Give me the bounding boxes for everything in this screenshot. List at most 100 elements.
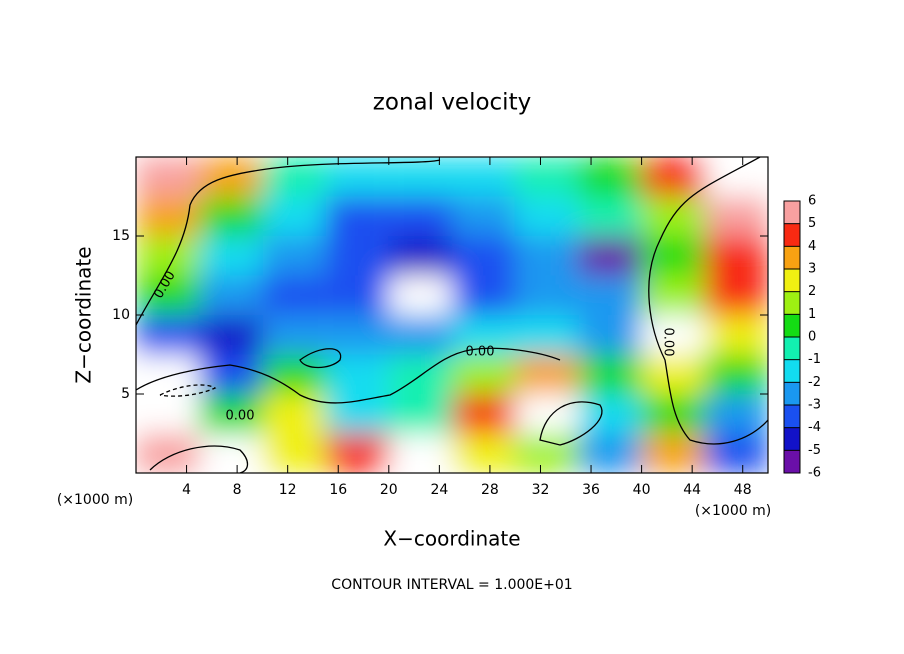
colorbar-swatch: [784, 450, 800, 473]
field-cell: [578, 394, 642, 434]
field-cell: [641, 275, 705, 315]
field-cell: [388, 275, 452, 315]
colorbar-swatch: [784, 314, 800, 337]
field-cell: [641, 236, 705, 276]
field-cell: [641, 157, 705, 197]
field-cell: [325, 275, 389, 315]
field-cell: [578, 354, 642, 394]
colorbar-swatch: [784, 291, 800, 315]
field-cell: [325, 236, 389, 276]
colorbar-swatch: [784, 223, 800, 247]
field-cell: [515, 315, 579, 355]
field-cell: [704, 157, 768, 197]
field-cell: [704, 433, 768, 473]
contour-label: 0.00: [466, 345, 495, 360]
field-cell: [388, 315, 452, 355]
colorbar-swatch: [784, 382, 800, 405]
field-cell: [641, 394, 705, 434]
field-cell: [578, 157, 642, 197]
x-tick-label: 16: [329, 482, 347, 498]
field-cell: [199, 394, 263, 434]
field-cell: [452, 433, 516, 473]
field-cell: [704, 394, 768, 434]
field-cell: [199, 433, 263, 473]
field-cell: [199, 275, 263, 315]
field-cell: [262, 315, 326, 355]
field-cell: [704, 354, 768, 394]
field-cell: [325, 433, 389, 473]
y-tick-label: 5: [121, 386, 130, 402]
colorbar-tick-label: -6: [808, 466, 821, 481]
contour-line: [136, 347, 561, 404]
colorbar-tick-label: 5: [808, 216, 816, 231]
x-tick-label: 40: [633, 482, 651, 498]
colorbar-tick-label: -5: [808, 443, 821, 458]
field-cell: [704, 196, 768, 236]
x-tick-label: 36: [582, 482, 600, 498]
field-cell: [325, 394, 389, 434]
field-cell: [262, 157, 326, 197]
field-cell: [136, 275, 200, 315]
chart-title: zonal velocity: [373, 90, 531, 116]
field-cell: [325, 315, 389, 355]
field-cell: [199, 157, 263, 197]
field-cell: [199, 196, 263, 236]
field-cell: [452, 394, 516, 434]
colorbar-tick-label: 3: [808, 262, 816, 277]
field-cell: [515, 275, 579, 315]
x-unit-label: (×1000 m): [57, 492, 133, 508]
contour-line: [299, 348, 342, 369]
field-cell: [515, 433, 579, 473]
y-tick-label: 15: [112, 228, 130, 244]
colorbar-tick-label: 0: [808, 330, 816, 345]
field-cell: [199, 354, 263, 394]
field-cell: [578, 315, 642, 355]
field-cell: [704, 315, 768, 355]
colorbar-swatch: [784, 405, 800, 428]
colorbar-tick-label: 1: [808, 307, 816, 322]
x-tick-label: 8: [233, 482, 242, 498]
contour-line: [136, 159, 441, 326]
colorbar-swatch: [784, 359, 800, 383]
colorbar-tick-label: -4: [808, 420, 821, 435]
field-cell: [452, 196, 516, 236]
x-tick-label: 24: [430, 482, 448, 498]
colorbar-tick-label: -1: [808, 352, 821, 367]
field-cell: [578, 433, 642, 473]
colorbar-swatch: [784, 427, 800, 451]
field-cell: [325, 196, 389, 236]
field-cell: [136, 196, 200, 236]
x-tick-label: 12: [279, 482, 297, 498]
colorbar-tick-label: 2: [808, 284, 816, 299]
colorbar-tick-label: -2: [808, 375, 821, 390]
field-cell: [641, 433, 705, 473]
field-cell: [515, 236, 579, 276]
x-tick-label: 28: [481, 482, 499, 498]
footer: CONTOUR INTERVAL = 1.000E+01: [331, 577, 572, 593]
colorbar-swatch: [784, 337, 800, 360]
field-cell: [262, 394, 326, 434]
contour-line: [159, 384, 217, 397]
field-cell: [388, 394, 452, 434]
colorbar-swatch: [784, 201, 800, 224]
x-unit-label: (×1000 m): [695, 503, 771, 519]
field-cell: [388, 157, 452, 197]
field-cell: [704, 236, 768, 276]
contour-label: 0.00: [661, 328, 676, 357]
field-cell: [578, 275, 642, 315]
colorbar-swatch: [784, 269, 800, 292]
colorbar-swatch: [784, 246, 800, 269]
x-tick-label: 32: [532, 482, 550, 498]
x-tick-label: 48: [734, 482, 752, 498]
contour-lines: [136, 157, 768, 473]
field-cell: [199, 315, 263, 355]
field-cell: [452, 157, 516, 197]
contour-label: 0.00: [226, 409, 255, 424]
field-cell: [136, 433, 200, 473]
field-cell: [136, 315, 200, 355]
x-tick-label: 20: [380, 482, 398, 498]
x-tick-label: 4: [182, 482, 191, 498]
colorbar-tick-label: 6: [808, 194, 816, 209]
contour-line: [539, 401, 603, 446]
field-cell: [704, 275, 768, 315]
